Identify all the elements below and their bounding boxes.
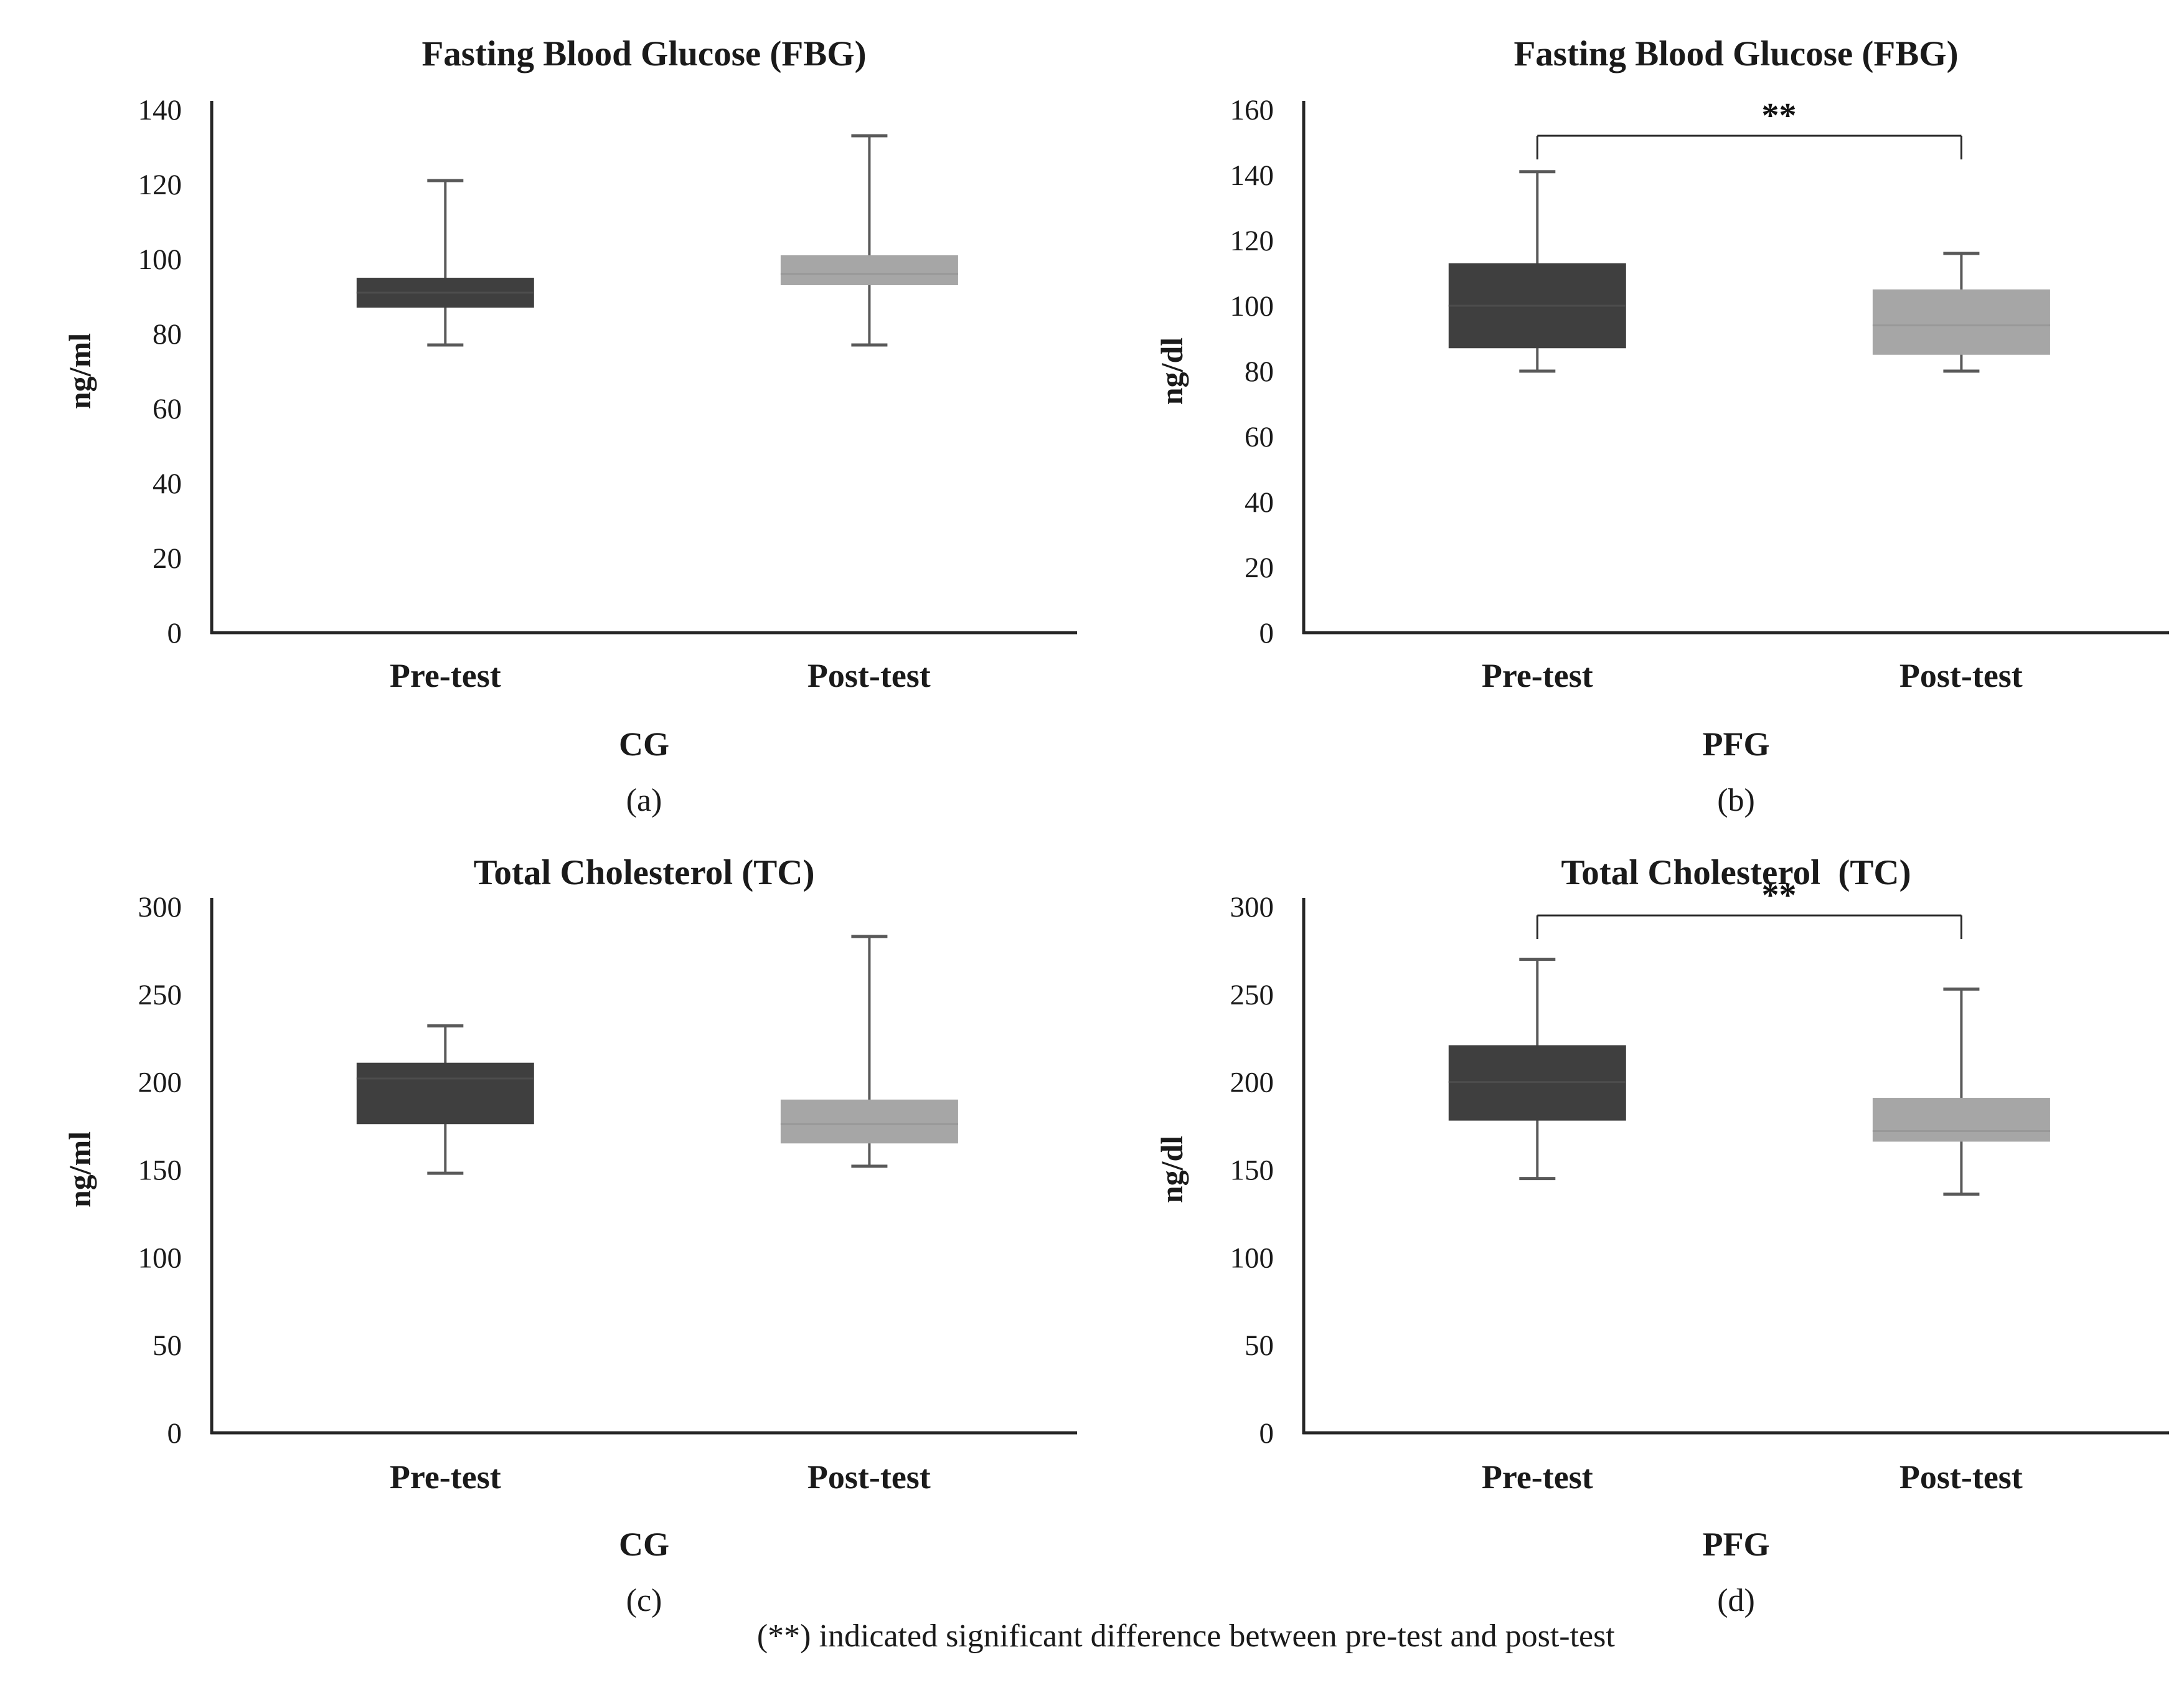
svg-text:140: 140 <box>138 94 182 126</box>
svg-text:50: 50 <box>153 1329 182 1362</box>
chart-title: Fasting Blood Glucose (FBG) <box>1513 34 1959 73</box>
boxplot-canvas-b: 0 20 40 60 80 100 120 140 160 ** <box>1230 94 2169 649</box>
group-label: PFG <box>1702 1526 1770 1563</box>
svg-text:0: 0 <box>167 617 182 649</box>
group-label: CG <box>619 725 670 763</box>
svg-text:40: 40 <box>1245 486 1274 519</box>
panel-caption: (a) <box>626 783 662 818</box>
chart-title: Total Cholesterol (TC) <box>1561 853 1911 892</box>
svg-text:200: 200 <box>1230 1067 1274 1099</box>
svg-text:60: 60 <box>153 393 182 425</box>
boxplot-canvas-c: 0 50 100 150 200 250 300 <box>138 891 1077 1450</box>
category-label-post-test: Post-test <box>807 657 931 694</box>
y-axis-label: ng/dl <box>1154 1135 1189 1204</box>
svg-text:20: 20 <box>1245 552 1274 584</box>
category-label-post-test: Post-test <box>807 1458 931 1496</box>
chart-title: Total Cholesterol (TC) <box>473 853 815 892</box>
svg-text:0: 0 <box>167 1417 182 1450</box>
svg-text:120: 120 <box>138 169 182 201</box>
category-label-post-test: Post-test <box>1899 1458 2023 1496</box>
svg-text:80: 80 <box>153 318 182 351</box>
y-axis-label: ng/dl <box>1154 337 1189 405</box>
svg-text:150: 150 <box>138 1154 182 1187</box>
svg-text:40: 40 <box>153 468 182 500</box>
svg-text:100: 100 <box>1230 1242 1274 1274</box>
category-label-pre-test: Pre-test <box>1481 657 1593 694</box>
category-label-pre-test: Pre-test <box>389 1458 501 1496</box>
group-label: PFG <box>1702 725 1770 763</box>
y-axis-label: ng/ml <box>62 333 97 410</box>
svg-text:300: 300 <box>138 891 182 923</box>
svg-text:160: 160 <box>1230 94 1274 126</box>
svg-text:50: 50 <box>1245 1329 1274 1362</box>
category-label-pre-test: Pre-test <box>1481 1458 1593 1496</box>
svg-text:300: 300 <box>1230 891 1274 923</box>
svg-text:100: 100 <box>138 1242 182 1274</box>
svg-text:200: 200 <box>138 1067 182 1099</box>
svg-text:250: 250 <box>1230 979 1274 1011</box>
chart-panel-c: 0 50 100 150 200 250 300 Total Cholesterol (TC… <box>25 847 1117 1685</box>
svg-text:250: 250 <box>138 979 182 1011</box>
category-label-post-test: Post-test <box>1899 657 2023 694</box>
svg-text:150: 150 <box>1230 1154 1274 1187</box>
svg-text:**: ** <box>1762 97 1797 135</box>
panel-caption: (b) <box>1717 783 1755 818</box>
chart-title: Fasting Blood Glucose (FBG) <box>421 34 867 73</box>
chart-panel-b: 0 20 40 60 80 100 120 140 160 ** Fasting Blood Gl… <box>1117 10 2184 847</box>
svg-text:100: 100 <box>1230 290 1274 323</box>
svg-text:0: 0 <box>1259 617 1274 649</box>
boxplot-canvas-a: 0 20 40 60 80 100 120 140 <box>138 94 1077 649</box>
panel-caption: (c) <box>626 1583 662 1618</box>
panel-caption: (d) <box>1717 1583 1755 1618</box>
svg-text:80: 80 <box>1245 356 1274 388</box>
group-label: CG <box>619 1526 670 1563</box>
svg-text:120: 120 <box>1230 225 1274 257</box>
chart-panel-a: 0 20 40 60 80 100 120 140 Fasting Blood Glucose… <box>25 10 1117 847</box>
svg-text:60: 60 <box>1245 421 1274 453</box>
svg-text:140: 140 <box>1230 159 1274 192</box>
category-label-pre-test: Pre-test <box>389 657 501 694</box>
chart-panel-d: 0 50 100 150 200 250 300 ** Total Cholesterol (… <box>1117 847 2184 1685</box>
boxplot-canvas-d: 0 50 100 150 200 250 300 ** <box>1230 876 2169 1450</box>
svg-text:0: 0 <box>1259 1417 1274 1450</box>
svg-text:**: ** <box>1762 876 1797 915</box>
y-axis-label: ng/ml <box>62 1131 97 1208</box>
svg-text:100: 100 <box>138 243 182 276</box>
significance-footnote: (**) indicated significant difference be… <box>756 1618 1615 1654</box>
svg-text:20: 20 <box>153 542 182 575</box>
